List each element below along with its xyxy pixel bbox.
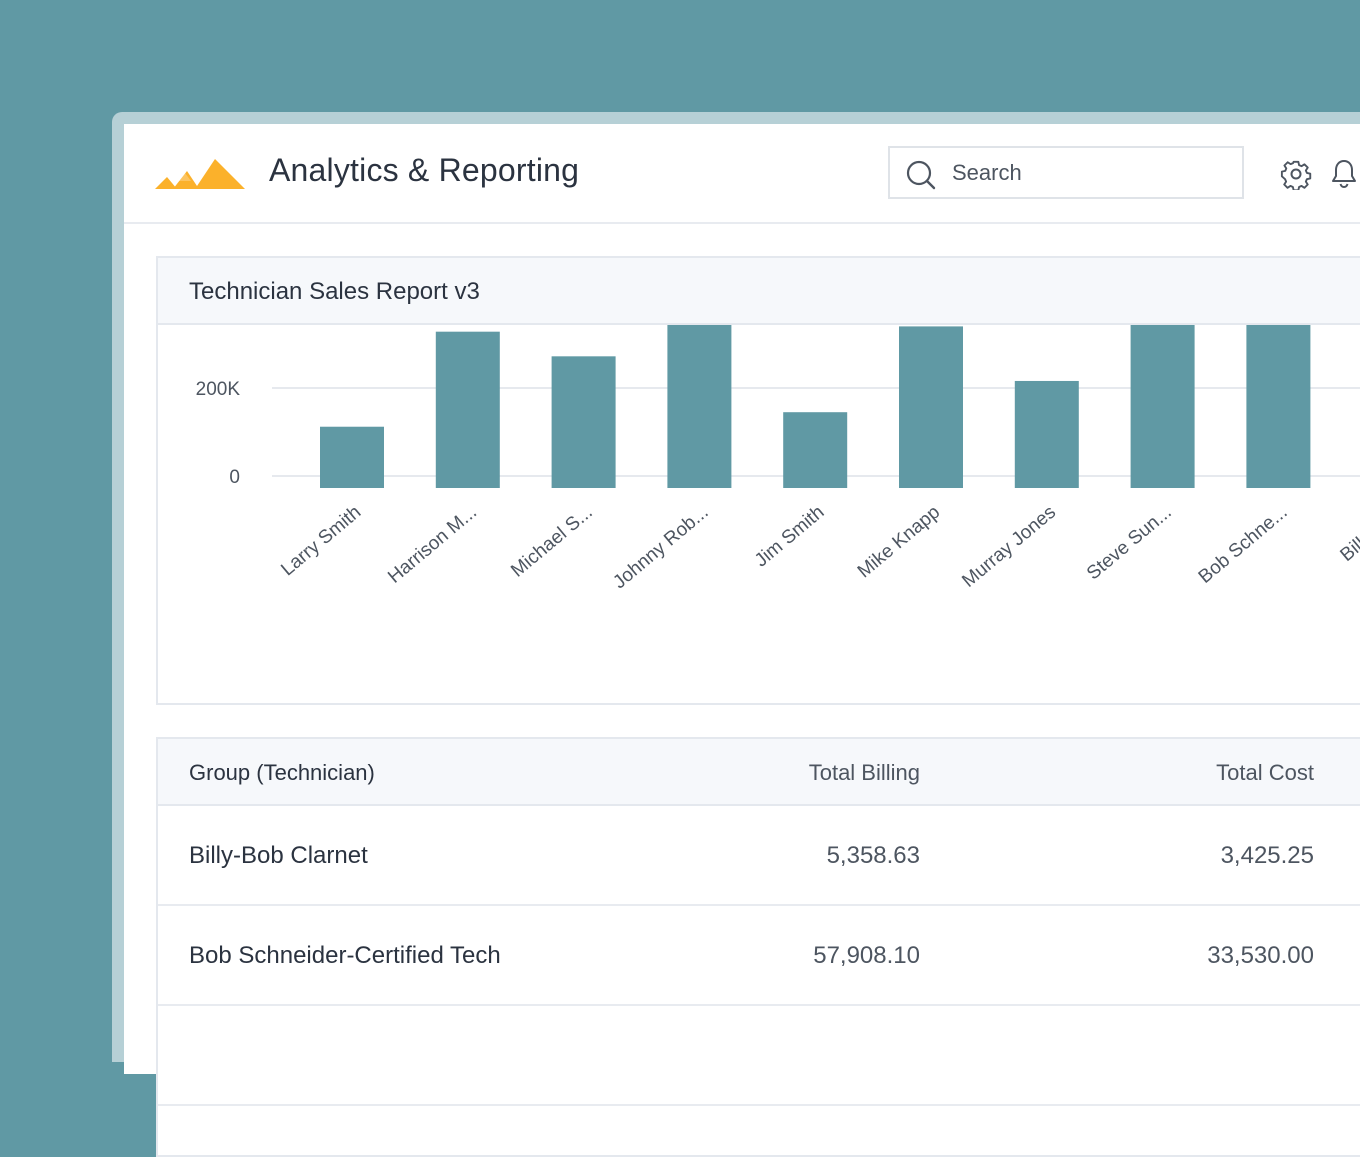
- x-axis-tick-label: Larry Smith: [277, 502, 365, 581]
- report-title: Technician Sales Report v3: [189, 278, 480, 305]
- chart-bar[interactable]: [783, 412, 848, 488]
- total-cost-value: 3,425.25: [1220, 842, 1314, 869]
- search-box[interactable]: [888, 146, 1244, 199]
- chart-bar[interactable]: [551, 356, 616, 488]
- chart-card: Technician Sales Report v3 400K200K0Larr…: [156, 256, 1360, 705]
- x-axis-tick-label: Bob Schne...: [1195, 502, 1292, 588]
- chart-card-header: Technician Sales Report v3: [158, 258, 1360, 325]
- table-header-row: Group (Technician) Total Billing Total C…: [158, 739, 1360, 806]
- x-axis-tick-label: Johnny Rob...: [609, 502, 712, 593]
- x-axis-tick-label: Steve Sun...: [1083, 502, 1176, 585]
- x-axis-tick-label: Murray Jones: [958, 502, 1060, 592]
- search-input[interactable]: [952, 158, 1222, 188]
- table-row[interactable]: Billy-Bob Clarnet 5,358.63 3,425.25: [158, 806, 1360, 906]
- column-header-total-cost[interactable]: Total Cost: [1216, 760, 1314, 785]
- chart-bar[interactable]: [899, 326, 963, 488]
- app-header: Analytics & Reporting: [124, 124, 1360, 224]
- total-cost-value: 33,530.00: [1207, 942, 1314, 969]
- technician-name: Billy-Bob Clarnet: [189, 842, 368, 869]
- x-axis-tick-label: Mike Knapp: [854, 502, 944, 583]
- total-billing-value: 5,358.63: [826, 842, 920, 869]
- chart-bar[interactable]: [435, 331, 500, 488]
- report-table: Group (Technician) Total Billing Total C…: [156, 737, 1360, 1157]
- x-axis-tick-label: Billy Clar: [1336, 501, 1360, 566]
- x-axis-tick-label: Jim Smith: [751, 502, 828, 572]
- chart-bar[interactable]: [1130, 325, 1195, 488]
- y-axis-tick-label: 0: [229, 467, 240, 488]
- chart-bar[interactable]: [1246, 325, 1311, 488]
- bell-icon[interactable]: [1328, 158, 1360, 190]
- column-header-total-billing[interactable]: Total Billing: [808, 760, 920, 785]
- chart-bar[interactable]: [320, 426, 384, 488]
- column-header-technician[interactable]: Group (Technician): [189, 760, 375, 785]
- app-title: Analytics & Reporting: [269, 152, 580, 188]
- brand-logo-icon[interactable]: [155, 155, 245, 193]
- x-axis-tick-label: Harrison M...: [384, 502, 481, 588]
- table-row[interactable]: [158, 1006, 1360, 1106]
- table-row[interactable]: Bob Schneider-Certified Tech 57,908.10 3…: [158, 906, 1360, 1006]
- chart-bar[interactable]: [667, 325, 732, 488]
- app-window: Analytics & Reporting Technician Sales R…: [124, 124, 1360, 1157]
- chart-bar[interactable]: [1014, 380, 1079, 488]
- total-billing-value: 57,908.10: [813, 942, 920, 969]
- gear-icon[interactable]: [1280, 158, 1312, 190]
- y-axis-tick-label: 200K: [196, 379, 241, 400]
- search-icon: [906, 160, 936, 190]
- technician-name: Bob Schneider-Certified Tech: [189, 942, 501, 969]
- x-axis-tick-label: Michael S...: [507, 502, 597, 582]
